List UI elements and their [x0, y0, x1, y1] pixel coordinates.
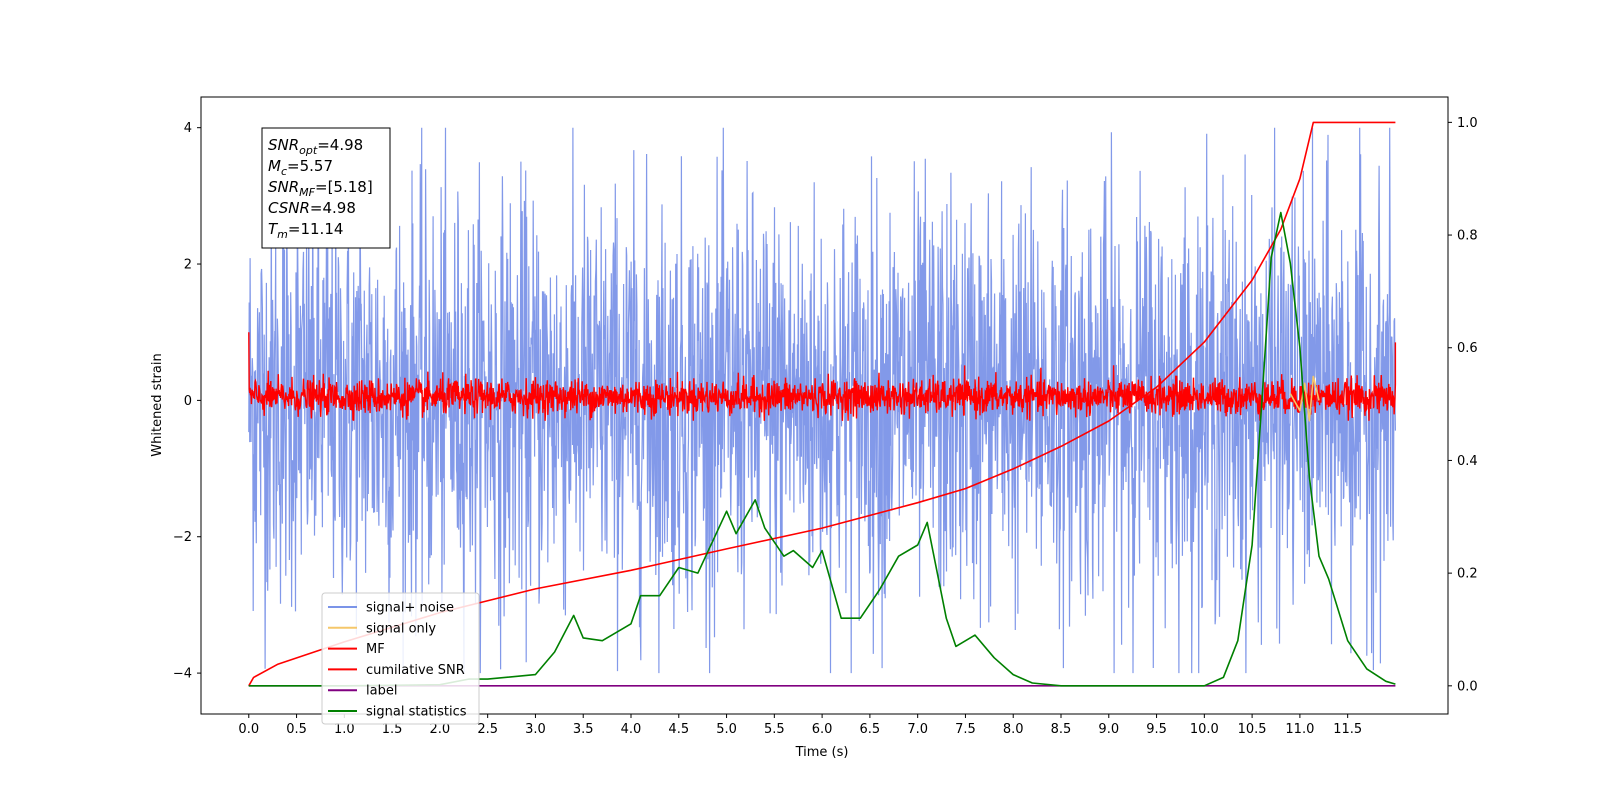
legend-entry-label: label: [366, 684, 397, 699]
x-tick-label: 11.5: [1333, 722, 1362, 737]
y-right-tick-label: 0.8: [1457, 229, 1478, 244]
x-tick-label: 9.5: [1146, 722, 1167, 737]
annotation-line: Mc=5.57: [268, 157, 333, 178]
series-signal-noise: [248, 127, 1396, 674]
x-tick-label: 3.5: [573, 722, 594, 737]
annotation-line: SNRMF=[5.18]: [268, 178, 373, 199]
y-left-tick-label: −4: [173, 667, 192, 682]
x-tick-label: 4.0: [621, 722, 642, 737]
series-signal-only: [1289, 375, 1320, 422]
x-tick-label: 5.0: [716, 722, 737, 737]
x-tick-label: 8.5: [1051, 722, 1072, 737]
x-tick-label: 5.5: [764, 722, 785, 737]
annotation-line: SNRopt=4.98: [268, 136, 363, 157]
x-tick-label: 8.0: [1003, 722, 1024, 737]
x-tick-label: 6.5: [860, 722, 881, 737]
x-axis-label: Time (s): [795, 745, 849, 760]
legend-entry-label: MF: [366, 642, 385, 657]
y-axis-label: Whitened strain: [150, 353, 165, 456]
y-left-tick-label: 2: [184, 258, 192, 273]
x-tick-label: 7.5: [955, 722, 976, 737]
x-axis-ticks: 0.0 0.5 1.0 1.5 2.0 2.5 3.0 3.5 4.0 4.5 5.0 5.5 6.0 6…: [238, 714, 1362, 737]
x-tick-label: 6.0: [812, 722, 833, 737]
legend-entry-label: cumilative SNR: [366, 663, 465, 678]
y-left-tick-label: 4: [184, 121, 192, 136]
x-tick-label: 0.5: [286, 722, 307, 737]
legend: signal+ noise signal only MF cumilative SNR…: [321, 592, 480, 725]
legend-entry-label: signal+ noise: [366, 601, 454, 616]
x-tick-label: 10.5: [1238, 722, 1267, 737]
x-tick-label: 3.0: [525, 722, 546, 737]
y-right-tick-label: 1.0: [1457, 116, 1478, 131]
y-left-tick-label: −2: [173, 530, 192, 545]
x-tick-label: 2.5: [477, 722, 498, 737]
annotation-line: CSNR=4.98: [268, 199, 356, 217]
y-left-tick-label: 0: [184, 394, 192, 409]
y-right-tick-label: 0.6: [1457, 341, 1478, 356]
x-tick-label: 4.5: [668, 722, 689, 737]
y-right-tick-label: 0.4: [1457, 454, 1478, 469]
x-tick-label: 7.0: [907, 722, 928, 737]
series-signal-statistics: [248, 211, 1396, 687]
x-tick-label: 2.0: [430, 722, 451, 737]
x-tick-label: 1.5: [382, 722, 403, 737]
legend-entry-label: signal only: [366, 621, 436, 636]
annotation-line: Tm=11.14: [268, 220, 343, 241]
legend-entry-label: signal statistics: [366, 705, 467, 720]
x-tick-label: 10.0: [1190, 722, 1219, 737]
x-tick-label: 11.0: [1285, 722, 1314, 737]
series-mf: [248, 332, 1397, 421]
plot-frame: [200, 96, 1449, 715]
x-tick-label: 0.0: [238, 722, 259, 737]
y-right-tick-label: 0.0: [1457, 679, 1478, 694]
y-right-tick-label: 0.2: [1457, 567, 1478, 582]
x-tick-label: 1.0: [334, 722, 355, 737]
y-axis-left-ticks: 4 2 0 −2 −4: [173, 121, 201, 682]
y-axis-right-ticks: 1.0 0.8 0.6 0.4 0.2 0.0: [1448, 116, 1478, 694]
x-tick-label: 9.0: [1098, 722, 1119, 737]
